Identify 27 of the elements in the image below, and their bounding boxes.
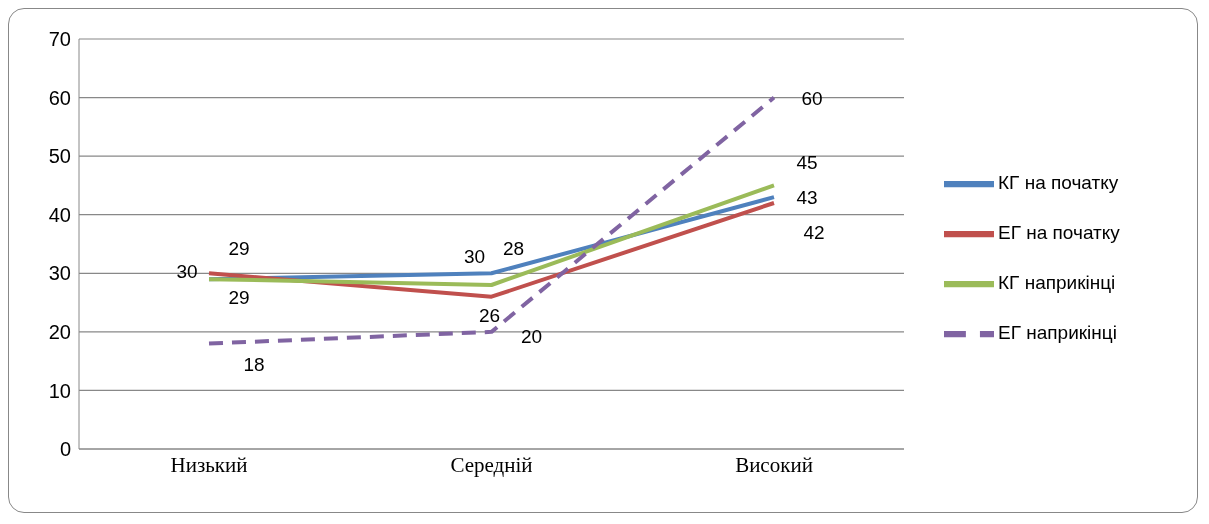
y-tick-label: 40 [48, 203, 71, 226]
y-tick-label: 20 [48, 320, 71, 343]
data-label: 29 [228, 287, 250, 309]
data-label: 26 [478, 304, 501, 326]
y-tick-label: 10 [48, 379, 71, 402]
data-label: 18 [243, 353, 265, 375]
legend-label: КГ на початку [998, 172, 1119, 194]
data-label: 28 [502, 238, 525, 260]
y-tick-label: 70 [48, 28, 71, 51]
data-label: 45 [796, 152, 818, 174]
legend-label: КГ наприкінці [998, 272, 1116, 294]
data-label: 43 [796, 187, 818, 209]
y-tick-label: 0 [59, 438, 71, 461]
y-tick-label: 60 [48, 86, 71, 109]
data-label: 29 [228, 238, 250, 260]
x-tick-label: Середній [450, 452, 533, 477]
data-label: 60 [801, 87, 823, 109]
legend-label: ЕГ на початку [998, 222, 1120, 244]
x-tick-label: Низький [170, 452, 248, 477]
data-label: 42 [803, 222, 825, 244]
y-tick-label: 50 [48, 145, 71, 168]
data-label: 30 [463, 246, 486, 268]
y-tick-label: 30 [48, 262, 71, 285]
x-tick-label: Високий [735, 452, 813, 477]
data-label: 30 [176, 261, 198, 283]
data-label: 20 [520, 325, 543, 347]
legend-label: ЕГ наприкінці [998, 322, 1117, 344]
